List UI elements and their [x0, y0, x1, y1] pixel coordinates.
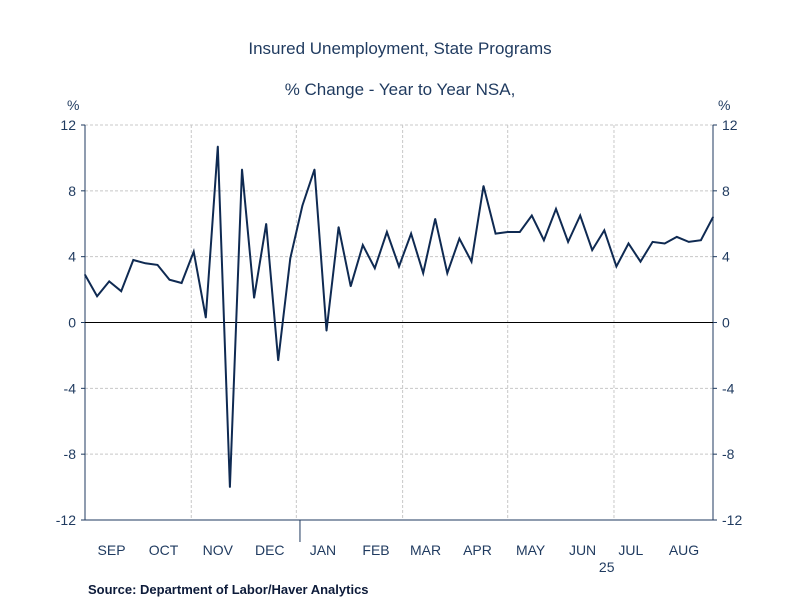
data-point — [96, 295, 98, 297]
data-point — [241, 168, 243, 171]
y-axis-unit-right: % — [718, 97, 731, 113]
y-tick-label-right: -4 — [722, 380, 735, 396]
x-tick-label: JAN — [310, 542, 336, 558]
data-point — [603, 229, 606, 232]
chart-subtitle: % Change - Year to Year NSA, — [284, 80, 516, 99]
data-point — [688, 241, 690, 243]
data-point — [543, 239, 545, 242]
x-tick-label: MAR — [410, 542, 441, 558]
data-point — [615, 265, 618, 268]
data-point — [591, 249, 594, 251]
data-point — [108, 280, 110, 283]
data-point — [651, 241, 654, 243]
data-point — [663, 242, 666, 245]
y-tick-label-left: 0 — [68, 315, 76, 331]
y-tick-label-left: 4 — [68, 249, 76, 265]
data-point — [217, 145, 219, 148]
data-point — [410, 232, 412, 235]
x-tick-label: OCT — [149, 542, 179, 558]
series-line — [84, 146, 714, 488]
data-point — [84, 273, 86, 276]
x-tick-label: JUN — [569, 542, 596, 558]
y-tick-label-right: 4 — [722, 249, 730, 265]
data-point — [265, 222, 267, 225]
data-point — [422, 272, 424, 274]
data-point — [361, 244, 364, 246]
data-point — [301, 204, 304, 207]
data-point — [700, 239, 702, 242]
x-year-label: 25 — [599, 559, 615, 575]
x-tick-label: JUL — [618, 542, 643, 558]
y-tick-label-right: -12 — [722, 512, 742, 528]
y-tick-label-left: 12 — [60, 117, 76, 133]
data-point — [289, 257, 292, 260]
data-point — [144, 262, 147, 265]
x-tick-label: APR — [463, 542, 492, 558]
y-tick-label-right: 12 — [722, 117, 738, 133]
y-tick-label-right: 8 — [722, 183, 730, 199]
x-tick-label: AUG — [669, 542, 699, 558]
data-point — [168, 278, 171, 281]
y-tick-label-left: -8 — [64, 446, 77, 462]
data-point — [192, 250, 195, 253]
data-point — [277, 359, 280, 362]
data-point — [349, 285, 352, 288]
y-tick-label-right: 0 — [722, 315, 730, 331]
data-point — [458, 237, 461, 240]
x-tick-label: DEC — [255, 542, 285, 558]
data-point — [675, 236, 678, 238]
y-tick-label-right: -8 — [722, 446, 735, 462]
data-point — [156, 264, 159, 266]
data-point — [482, 185, 485, 187]
data-point — [313, 168, 316, 171]
y-tick-label-left: -4 — [64, 380, 77, 396]
y-tick-label-left: -12 — [56, 512, 76, 528]
data-point — [639, 260, 642, 263]
data-point — [337, 226, 340, 228]
chart-title: Insured Unemployment, State Programs — [248, 39, 552, 58]
data-point — [132, 259, 135, 261]
data-point — [253, 297, 255, 299]
data-point — [470, 260, 473, 263]
x-tick-label: FEB — [362, 542, 389, 558]
data-point — [579, 214, 581, 217]
data-point — [398, 265, 400, 268]
data-point — [180, 282, 183, 284]
data-point — [627, 242, 630, 245]
data-point — [494, 232, 497, 235]
x-tick-label: NOV — [203, 542, 234, 558]
data-point — [325, 329, 328, 332]
data-point — [386, 231, 388, 233]
data-point — [374, 267, 376, 269]
data-point — [229, 486, 231, 488]
y-axis-unit-left: % — [67, 97, 80, 113]
data-point — [518, 231, 521, 233]
data-point — [446, 272, 449, 274]
y-tick-label-left: 8 — [68, 183, 76, 199]
data-point — [567, 241, 569, 243]
data-point — [506, 231, 509, 233]
data-point — [204, 316, 207, 319]
source-note: Source: Department of Labor/Haver Analyt… — [88, 582, 369, 597]
data-point — [434, 218, 437, 220]
data-point — [555, 208, 557, 210]
x-tick-label: SEP — [98, 542, 126, 558]
data-point — [531, 214, 533, 217]
x-tick-label: MAY — [516, 542, 546, 558]
data-point — [712, 216, 714, 218]
data-point — [120, 290, 123, 293]
